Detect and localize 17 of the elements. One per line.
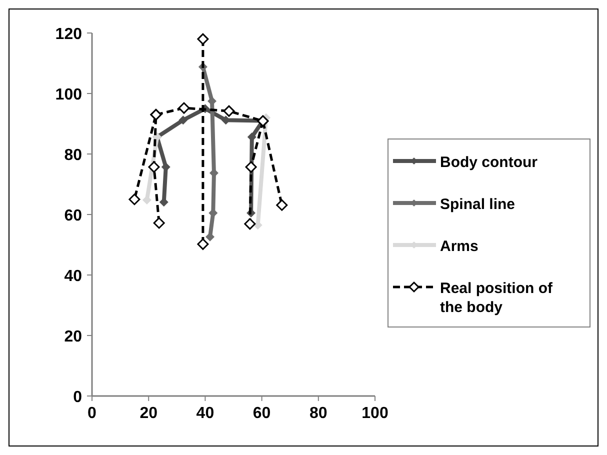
x-tick-label: 40 bbox=[196, 405, 214, 422]
legend-label: Spinal line bbox=[440, 196, 516, 213]
y-tick-label: 20 bbox=[64, 328, 82, 346]
y-tick-label: 80 bbox=[64, 147, 82, 164]
x-tick-label: 0 bbox=[88, 405, 97, 422]
legend-label: Real position of the body bbox=[440, 280, 554, 316]
legend-label: Body contour bbox=[440, 154, 538, 171]
x-tick-label: 100 bbox=[362, 405, 388, 422]
y-tick-label: 40 bbox=[64, 268, 82, 285]
y-tick-label: 100 bbox=[55, 86, 82, 104]
legend-label: Arms bbox=[440, 238, 478, 255]
x-tick-label: 80 bbox=[310, 405, 328, 422]
y-tick-label: 120 bbox=[55, 26, 82, 43]
x-tick-label: 20 bbox=[140, 405, 158, 422]
x-tick-label: 60 bbox=[252, 405, 271, 422]
y-tick-label: 60 bbox=[64, 208, 82, 224]
y-tick-label: 0 bbox=[73, 389, 82, 406]
